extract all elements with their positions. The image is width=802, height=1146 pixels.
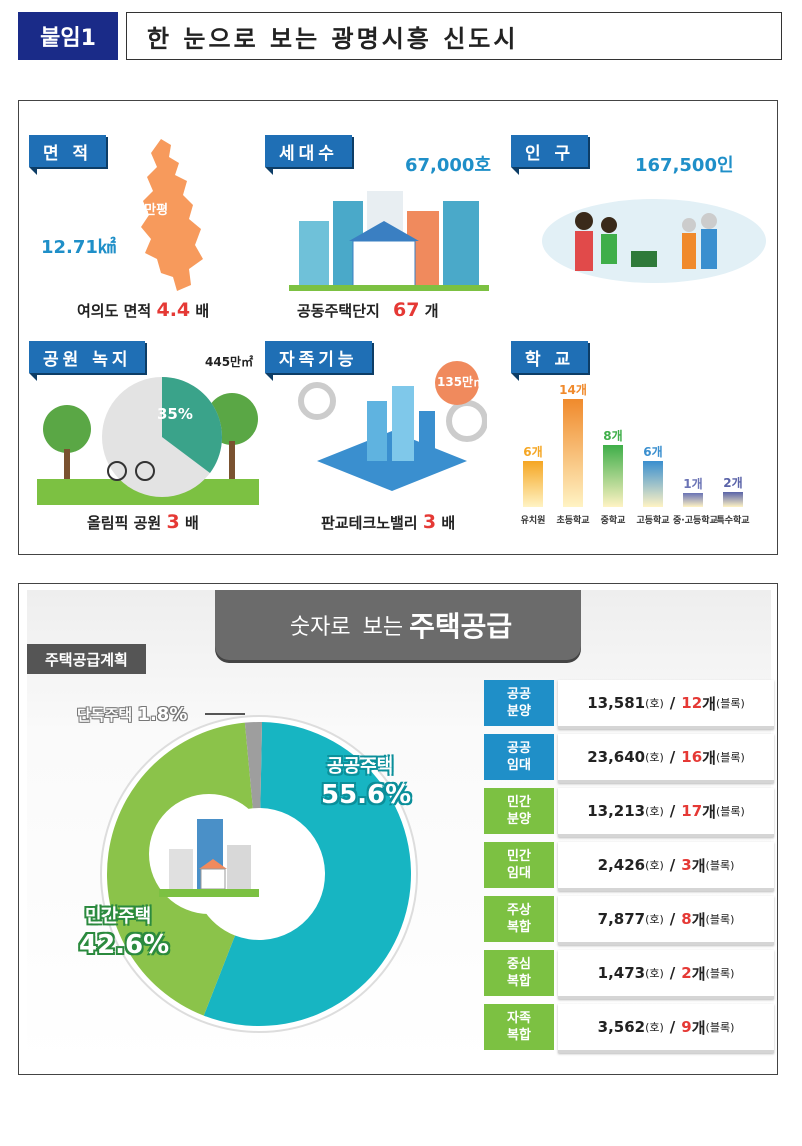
pie-center-city-icon <box>149 794 269 914</box>
selfsuff-tag: 자족기능 <box>265 341 372 381</box>
detached-leader-line <box>205 713 245 715</box>
households-tag: 세대수 <box>265 135 352 175</box>
selfsuff-caption: 판교테크노밸리 3 배 <box>321 511 456 533</box>
area-value: 12.71㎢ <box>41 237 116 258</box>
supply-values: 13,581 (호)/12 개 (블록) <box>558 680 774 729</box>
selfsuff-area-label: 135만㎡ <box>437 375 486 389</box>
population-tag: 인 구 <box>511 135 589 175</box>
supply-values: 3,562 (호)/9 개 (블록) <box>558 1004 774 1053</box>
school-count-label: 8개 <box>603 429 623 444</box>
school-count-label: 1개 <box>683 477 703 491</box>
school-bar <box>683 493 703 507</box>
school-count-label: 2개 <box>723 475 743 490</box>
family-icon <box>542 199 766 283</box>
supply-values: 13,213 (호)/17 개 (블록) <box>558 788 774 837</box>
supply-row: 중심 복합 1,473 (호)/2 개 (블록) <box>484 950 774 999</box>
techno-valley-icon <box>298 361 487 491</box>
park-pie-icon <box>37 377 259 505</box>
city-buildings-icon <box>159 819 259 897</box>
school-type-label: 중학교 <box>600 516 626 526</box>
supply-values: 23,640 (호)/16 개 (블록) <box>558 734 774 783</box>
school-bar <box>523 460 543 507</box>
supply-row: 민간 임대 2,426 (호)/3 개 (블록) <box>484 842 774 891</box>
school-type-label: 중·고등학교 <box>673 516 718 526</box>
population-value: 167,500인 <box>635 155 734 176</box>
housing-banner: 숫자로 보는 주택공급 <box>215 590 581 660</box>
households-caption: 공동주택단지 67 개 <box>297 299 439 321</box>
supply-row: 자족 복합 3,562 (호)/9 개 (블록) <box>484 1004 774 1053</box>
map-area-label: 384만평 <box>117 203 169 218</box>
supply-category: 주상 복합 <box>484 896 554 942</box>
supply-category: 공공 임대 <box>484 734 554 780</box>
supply-category: 중심 복합 <box>484 950 554 996</box>
school-bar <box>563 399 583 507</box>
supply-row: 공공 분양 13,581 (호)/12 개 (블록) <box>484 680 774 729</box>
supply-values: 1,473 (호)/2 개 (블록) <box>558 950 774 999</box>
apartment-complex-icon <box>289 191 489 291</box>
park-tag: 공원 녹지 <box>29 341 146 381</box>
school-count-label: 6개 <box>643 444 663 459</box>
public-housing-name: 공공주택 <box>327 756 394 777</box>
housing-plan-tag: 주택공급계획 <box>27 644 146 674</box>
supply-category: 자족 복합 <box>484 1004 554 1050</box>
gwangmyeong-map-icon <box>141 139 203 291</box>
supply-row: 주상 복합 7,877 (호)/8 개 (블록) <box>484 896 774 945</box>
pie-slice-2 <box>244 722 263 809</box>
school-type-label: 고등학교 <box>636 516 670 526</box>
park-caption: 올림픽 공원 3 배 <box>87 511 199 533</box>
schools-tag: 학 교 <box>511 341 589 381</box>
school-bar <box>643 460 663 507</box>
housing-supply-panel: 숫자로 보는 주택공급 주택공급계획 단독주택 1.8% 공공주택 55.6% … <box>18 583 778 1075</box>
pie-slice-0 <box>203 722 412 1026</box>
school-type-label: 특수학교 <box>716 516 750 526</box>
appendix-badge: 붙임1 <box>18 12 118 60</box>
private-housing-pct: 42.6% <box>79 930 170 960</box>
overview-panel: 면 적 384만평 12.71㎢ 여의도 면적 4.4 배 세대수 67,000… <box>18 100 778 555</box>
school-bar <box>723 491 743 507</box>
page-title: 한 눈으로 보는 광명시흥 신도시 <box>126 12 782 60</box>
supply-row: 민간 분양 13,213 (호)/17 개 (블록) <box>484 788 774 837</box>
school-bar <box>603 445 623 507</box>
households-value: 67,000호 <box>405 155 492 176</box>
school-count-label: 14개 <box>559 383 587 397</box>
supply-category: 공공 분양 <box>484 680 554 726</box>
school-count-label: 6개 <box>523 444 543 459</box>
area-caption: 여의도 면적 4.4 배 <box>77 299 210 321</box>
private-housing-name: 민간주택 <box>85 906 152 927</box>
park-area-label: 445만㎡ <box>205 355 254 369</box>
school-type-label: 유치원 <box>520 516 546 526</box>
public-housing-pct: 55.6% <box>321 780 412 810</box>
supply-category: 민간 분양 <box>484 788 554 834</box>
park-pct-label: 35% <box>157 405 193 423</box>
supply-values: 7,877 (호)/8 개 (블록) <box>558 896 774 945</box>
supply-category: 민간 임대 <box>484 842 554 888</box>
detached-house-label: 단독주택 1.8% <box>77 704 188 725</box>
school-type-label: 초등학교 <box>556 516 590 526</box>
area-tag: 면 적 <box>29 135 107 175</box>
supply-row: 공공 임대 23,640 (호)/16 개 (블록) <box>484 734 774 783</box>
supply-values: 2,426 (호)/3 개 (블록) <box>558 842 774 891</box>
